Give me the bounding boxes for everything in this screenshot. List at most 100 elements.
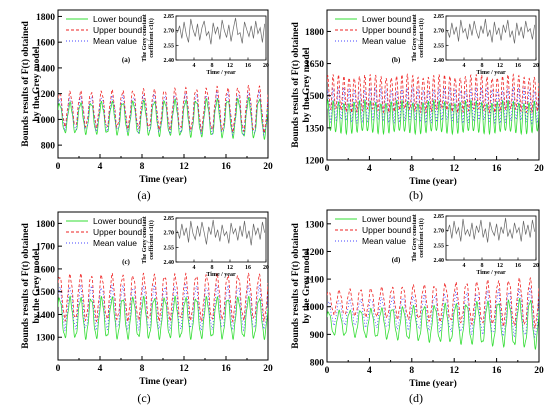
- y-axis-title: Bounds results of F(t) obtainedby the Gr…: [290, 223, 312, 349]
- inset-x-tick-label: 20: [263, 63, 269, 69]
- y-axis-title-line: Bounds results of F(t) obtained: [20, 21, 31, 147]
- panel-tag: (a): [122, 56, 131, 64]
- panel-caption: (d): [409, 391, 423, 405]
- chart-panel-d: 0 4 8 12 16 20 800 900 1000 1100 1200 1300 Time (yea…: [290, 209, 544, 405]
- series-line-mean-value: [327, 286, 539, 339]
- x-tick-label: 0: [325, 164, 330, 174]
- y-tick-label: 1100: [306, 276, 325, 286]
- inset-series-line: [177, 17, 265, 45]
- series-line-lower-bound: [58, 295, 268, 341]
- inset-y-tick-label: 2.85: [164, 14, 175, 20]
- series-line-upper-bound: [58, 84, 268, 134]
- y-tick-label: 1400: [36, 311, 55, 321]
- x-axis-title: Time (year): [409, 176, 457, 187]
- inset-x-tick-label: 8: [481, 263, 484, 269]
- legend-label: Upper bound: [93, 227, 142, 237]
- inset-y-axis-title: The Grey constantcoefficient c1(t): [142, 14, 155, 62]
- x-tick-label: 16: [492, 164, 502, 174]
- legend-label: Lower bound: [362, 14, 411, 24]
- inset-y-axis-title: The Grey constantcoefficient c1(t): [412, 14, 425, 62]
- chart-panel-c: 0 4 8 12 16 20 1300 1400 1500 1600 1700 1800 Time (y…: [20, 211, 273, 405]
- y-tick-label: 800: [310, 359, 325, 369]
- y-tick-label: 1300: [305, 220, 324, 230]
- inset-y-axis-title-line: coefficient c1(t): [418, 218, 425, 257]
- inset-frame: [175, 217, 267, 263]
- inset-x-tick-label: 8: [481, 63, 484, 69]
- inset-x-tick-label: 12: [227, 265, 233, 271]
- y-axis-title-line: Bounds results of F(t) obtained: [290, 22, 301, 148]
- inset-y-tick-label: 2.40: [434, 58, 445, 64]
- inset-y-axis-title-line: coefficient c1(t): [148, 18, 155, 57]
- y-tick-label: 1200: [305, 248, 324, 258]
- inset-x-tick-label: 12: [227, 63, 233, 69]
- panel-caption: (a): [137, 188, 150, 202]
- inset-y-tick-label: 2.55: [164, 43, 175, 49]
- legend-label: Upper bound: [93, 25, 142, 35]
- y-axis-title: Bounds results of F(t) obtainedby the Gr…: [20, 223, 42, 349]
- x-tick-label: 16: [492, 366, 502, 376]
- inset-y-axis-title: The Grey constantcoefficient c1(t): [142, 216, 155, 264]
- inset-x-tick-label: 16: [515, 263, 521, 269]
- inset-chart: 4 8 12 16 20 2.40 2.55 2.70 2.85 Time / year The G…: [412, 14, 539, 76]
- series-line-lower-bound: [327, 297, 539, 350]
- series-line-mean-value: [327, 86, 539, 125]
- x-tick-label: 16: [221, 364, 231, 374]
- x-tick-label: 4: [367, 164, 372, 174]
- x-axis-title: Time (year): [409, 378, 457, 389]
- inset-x-tick-label: 8: [211, 63, 214, 69]
- x-tick-label: 20: [263, 162, 273, 172]
- panel-tag: (c): [122, 258, 130, 266]
- y-axis-title: Bounds results of F(t) obtainedby the Gr…: [290, 22, 312, 148]
- y-axis-title-line: Bounds results of F(t) obtained: [290, 223, 301, 349]
- inset-x-tick-label: 20: [533, 263, 539, 269]
- y-tick-label: 1600: [36, 39, 55, 49]
- y-tick-label: 1350: [305, 124, 324, 134]
- x-tick-label: 20: [534, 164, 544, 174]
- inset-y-tick-label: 2.85: [164, 216, 175, 222]
- series-line-lower-bound: [58, 96, 268, 140]
- x-tick-label: 4: [367, 366, 372, 376]
- x-tick-label: 20: [263, 364, 273, 374]
- x-tick-label: 8: [409, 164, 414, 174]
- inset-y-tick-label: 2.40: [434, 258, 445, 264]
- series-group: [58, 272, 268, 341]
- x-tick-label: 12: [179, 162, 189, 172]
- inset-y-tick-label: 2.85: [434, 214, 445, 220]
- x-axis-title: Time (year): [139, 376, 187, 387]
- x-tick-label: 20: [534, 366, 544, 376]
- series-group: [327, 73, 539, 136]
- series-line-upper-bound: [327, 277, 539, 329]
- x-tick-label: 8: [409, 366, 414, 376]
- legend-label: Lower bound: [362, 214, 411, 224]
- inset-chart: 4 8 12 16 20 2.40 2.55 2.70 2.85 Time / year The G…: [142, 14, 269, 76]
- inset-y-tick-label: 2.70: [164, 231, 175, 237]
- inset-y-tick-label: 2.40: [164, 58, 175, 64]
- inset-x-tick-label: 4: [193, 265, 196, 271]
- y-tick-label: 1000: [305, 303, 324, 313]
- x-tick-label: 8: [140, 364, 145, 374]
- inset-frame: [445, 215, 537, 261]
- inset-x-tick-label: 20: [263, 265, 269, 271]
- inset-y-tick-label: 2.70: [434, 229, 445, 235]
- inset-x-tick-label: 4: [463, 263, 466, 269]
- inset-x-tick-label: 12: [497, 263, 503, 269]
- y-tick-label: 1400: [36, 64, 55, 74]
- legend-label: Lower bound: [93, 14, 142, 24]
- y-tick-label: 1300: [36, 334, 55, 344]
- inset-y-tick-label: 2.40: [164, 260, 175, 266]
- inset-chart: 4 8 12 16 20 2.40 2.55 2.70 2.85 Time / year The G…: [412, 214, 539, 276]
- x-tick-label: 16: [221, 162, 231, 172]
- legend-label: Upper bound: [362, 225, 411, 235]
- inset-chart: 4 8 12 16 20 2.40 2.55 2.70 2.85 Time / year The G…: [142, 216, 269, 278]
- inset-y-tick-label: 2.55: [164, 245, 175, 251]
- series-line-upper-bound: [327, 73, 539, 114]
- y-tick-label: 1800: [305, 28, 324, 38]
- inset-x-axis-title: Time / year: [206, 70, 236, 76]
- x-tick-label: 0: [56, 364, 61, 374]
- x-tick-label: 0: [325, 366, 330, 376]
- x-tick-label: 8: [140, 162, 145, 172]
- legend-label: Mean value: [93, 36, 137, 46]
- y-axis-title-line: by the Grey model: [302, 47, 312, 122]
- inset-x-axis-title: Time / year: [206, 272, 236, 278]
- inset-y-tick-label: 2.85: [434, 14, 445, 20]
